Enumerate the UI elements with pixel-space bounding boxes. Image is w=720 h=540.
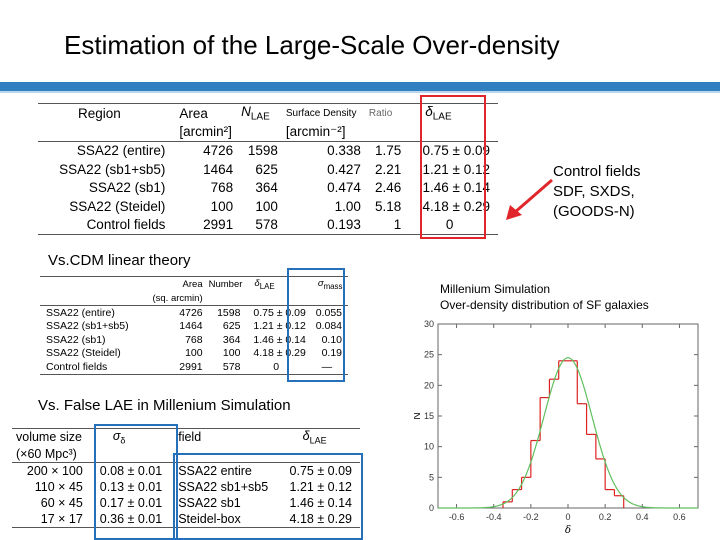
table-row: SSA22 (sb1+sb5) 1464 625 0.427 2.21 1.21 ± 0.… <box>59 161 490 177</box>
y-tick-label: 30 <box>424 319 434 329</box>
y-tick-label: 10 <box>424 442 434 452</box>
col-surface-density: Surface Density <box>285 102 369 123</box>
y-tick-label: 0 <box>429 503 434 513</box>
y-tick-label: 25 <box>424 350 434 360</box>
x-tick-label: -0.6 <box>449 512 465 522</box>
x-tick-label: 0 <box>565 512 570 522</box>
y-tick-label: 15 <box>424 411 434 421</box>
table-row: SSA22 (entire) 4726 1598 0.338 1.75 0.75 ± 0.… <box>76 143 490 159</box>
page-title: Estimation of the Large-Scale Over-densi… <box>64 30 560 60</box>
table-row: SSA22 (sb1) 768 364 1.46 ± 0.14 0.10 <box>46 333 342 346</box>
col-region: Region <box>38 102 180 123</box>
col-delta: δLAE <box>409 102 498 123</box>
gaussian-fit-curve <box>438 357 698 509</box>
y-tick-label: 5 <box>429 472 434 482</box>
table-row: Control fields 2991 578 0.193 1 0 <box>38 215 498 236</box>
sigma-delta-highlight-box <box>94 424 178 540</box>
x-axis-label: δ <box>565 525 571 536</box>
field-delta-highlight-box <box>173 453 363 540</box>
x-tick-label: -0.4 <box>486 512 502 522</box>
col-density-unit: [arcmin⁻²] <box>285 122 369 142</box>
delta-histogram: 0 5 10 15 20 25 30 -0.6 -0.4 -0.2 0 0.2 0.4 0.6 δ N <box>414 319 699 536</box>
false-lae-heading: Vs. False LAE in Millenium Simulation <box>38 397 291 414</box>
table-row: SSA22 (entire) 4726 1598 0.75 ± 0.09 0.055 <box>46 306 342 319</box>
col-ratio: Ratio <box>368 102 410 123</box>
col-area-unit: [arcmin²] <box>179 122 242 142</box>
title-divider-light <box>0 91 720 93</box>
table-row: SSA22 (sb1+sb5) 1464 625 1.21 ± 0.12 0.084 <box>46 320 342 333</box>
table-row: SSA22 (Steidel) 100 100 1.00 5.18 4.18 ± 0.29 <box>69 198 490 214</box>
delta-highlight-box <box>420 95 486 239</box>
y-axis-label: N <box>414 412 423 419</box>
pointer-arrow <box>506 178 553 220</box>
x-tick-label: 0.2 <box>599 512 612 522</box>
title-divider <box>0 82 720 91</box>
table-row: SSA22 (Steidel) 100 100 4.18 ± 0.29 0.19 <box>46 347 342 360</box>
col-n-lae: NLAE <box>241 102 286 123</box>
y-tick-label: 20 <box>424 380 434 390</box>
plot-frame <box>437 323 699 509</box>
false-lae-table: volume size σδ field δLAE (×60 Mpc³) 200… <box>12 428 360 528</box>
x-tick-label: 0.6 <box>673 512 686 522</box>
table-row: 60 × 45 0.17 ± 0.01 SSA22 sb1 1.46 ± 0.14 <box>40 495 352 510</box>
x-tick-label: -0.2 <box>523 512 539 522</box>
table-row: 110 × 45 0.13 ± 0.01 SSA22 sb1+sb5 1.21 ± 0… <box>34 479 352 494</box>
col-area: Area <box>179 102 242 123</box>
table-row: 200 × 100 0.08 ± 0.01 SSA22 entire 0.75 ± 0… <box>26 463 352 478</box>
millenium-caption: Millenium Simulation Over-density distri… <box>440 282 649 312</box>
cdm-heading: Vs.CDM linear theory <box>48 252 191 269</box>
table-row: Control fields 2991 578 0— <box>40 360 348 375</box>
table-row: SSA22 (sb1) 768 364 0.474 2.46 1.46 ± 0.14 <box>88 180 490 196</box>
overdensity-table: Region Area NLAE Surface Density Ratio δ… <box>38 102 498 236</box>
cdm-table: Area Number δLAE σmass (sq. arcmin) SSA2… <box>40 276 348 375</box>
sigma-mass-highlight-box <box>287 268 345 382</box>
x-tick-label: 0.4 <box>636 512 649 522</box>
table-row: 17 × 17 0.36 ± 0.01 Steidel-box 4.18 ± 0.29 <box>12 510 360 528</box>
control-fields-note: Control fields SDF, SXDS, (GOODS-N) <box>553 163 641 220</box>
